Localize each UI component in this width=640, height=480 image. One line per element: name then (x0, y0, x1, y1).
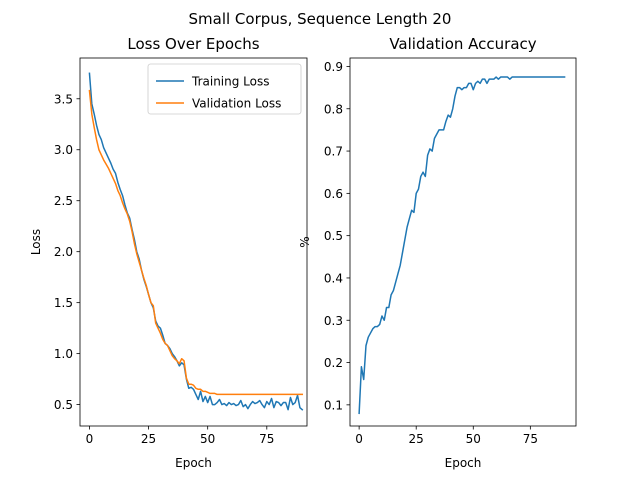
figure-title: Small Corpus, Sequence Length 20 (189, 10, 452, 28)
chart-title: Validation Accuracy (389, 35, 536, 53)
x-tick-label: 50 (466, 432, 481, 446)
x-tick-label: 25 (141, 432, 156, 446)
plot-frame (349, 57, 577, 427)
y-tick-label: 0.3 (324, 314, 343, 328)
legend: Training Loss Validation Loss (147, 63, 302, 115)
y-tick-label: 1.5 (54, 296, 73, 310)
y-tick-label: 3.0 (54, 143, 73, 157)
y-tick-label: 0.7 (324, 145, 343, 159)
series-line-training-loss (88, 72, 304, 411)
y-tick-label: 2.5 (54, 194, 73, 208)
x-axis-label: Epoch (175, 456, 212, 470)
plot-frame (79, 57, 308, 427)
y-axis-label: % (298, 236, 312, 247)
x-tick-label: 75 (259, 432, 274, 446)
series-line-0 (358, 76, 566, 415)
y-tick-label: 0.4 (324, 271, 343, 285)
x-tick-label: 0 (355, 432, 363, 446)
legend-label: Validation Loss (192, 97, 281, 111)
y-tick-label: 0.9 (324, 60, 343, 74)
y-tick-label: 0.6 (324, 187, 343, 201)
y-tick-label: 0.8 (324, 102, 343, 116)
y-axis-label: Loss (29, 229, 43, 255)
legend-box (147, 63, 302, 115)
legend-label: Training Loss (191, 75, 269, 89)
x-tick-label: 50 (200, 432, 215, 446)
chart-title: Loss Over Epochs (127, 35, 259, 53)
y-tick-label: 3.5 (54, 92, 73, 106)
series-line-validation-loss (88, 89, 304, 396)
y-tick-label: 0.5 (54, 398, 73, 412)
accuracy-chart: Validation Accuracy 0 25 50 75 0.1 0.2 0.3 0.4 0.… (298, 35, 577, 470)
x-axis-label: Epoch (445, 456, 482, 470)
loss-chart: Loss Over Epochs 0 25 50 75 0.5 1.0 1.5 2.0 2.5 3.… (29, 35, 308, 470)
x-tick-label: 0 (86, 432, 94, 446)
y-tick-label: 1.0 (54, 347, 73, 361)
y-tick-label: 0.2 (324, 356, 343, 370)
y-tick-label: 0.1 (324, 398, 343, 412)
x-tick-label: 25 (409, 432, 424, 446)
y-tick-label: 0.5 (324, 229, 343, 243)
y-tick-label: 2.0 (54, 245, 73, 259)
x-tick-label: 75 (523, 432, 538, 446)
